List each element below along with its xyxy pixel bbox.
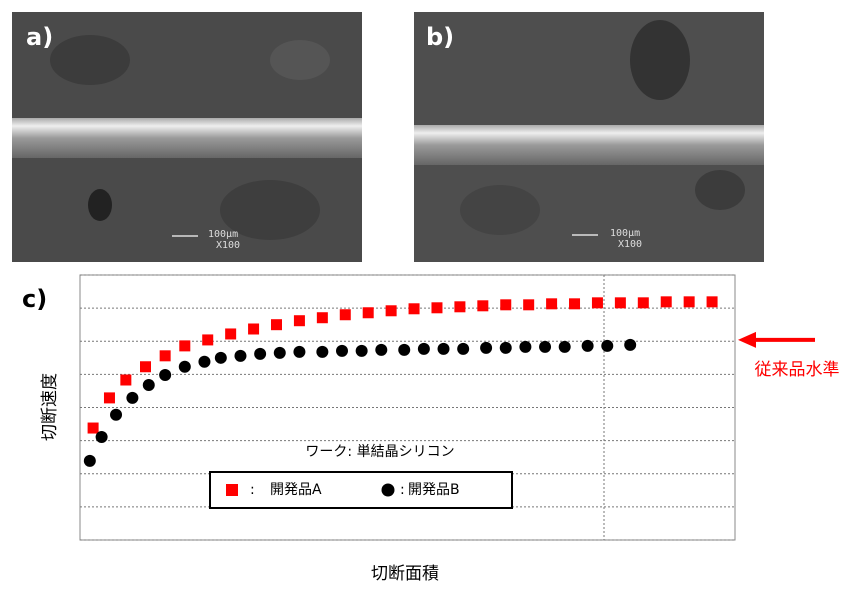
point — [546, 298, 557, 309]
point — [638, 297, 649, 308]
legend-separator: : — [400, 482, 405, 498]
sem-image-b: 100µm X100 b) — [414, 12, 764, 262]
point — [375, 344, 387, 356]
reference-label: 従来品水準 — [755, 360, 840, 380]
point — [624, 339, 636, 351]
point — [539, 341, 551, 353]
point — [480, 342, 492, 354]
point — [179, 340, 190, 351]
point — [363, 307, 374, 318]
point — [316, 346, 328, 358]
plot: ワーク: 単結晶シリコン:開発品A:開発品B — [80, 275, 735, 540]
scale-label: 100µm — [208, 229, 238, 240]
point — [274, 347, 286, 359]
point — [340, 309, 351, 320]
point — [454, 301, 465, 312]
point — [559, 341, 571, 353]
x-axis-label: 切断面積 — [371, 564, 439, 584]
point — [293, 346, 305, 358]
point — [254, 348, 266, 360]
scale-label: 100µm — [610, 228, 640, 239]
arrow-head — [738, 332, 756, 348]
point — [477, 300, 488, 311]
annotation: ワーク: 単結晶シリコン — [305, 444, 454, 460]
point — [159, 369, 171, 381]
magnification: X100 — [618, 239, 642, 250]
point — [225, 328, 236, 339]
point — [601, 340, 613, 352]
point — [500, 342, 512, 354]
point — [126, 392, 138, 404]
panel-label: a) — [26, 23, 53, 51]
legend-label: 開発品A — [270, 482, 322, 498]
point — [592, 297, 603, 308]
point — [143, 379, 155, 391]
point — [84, 455, 96, 467]
point — [140, 361, 151, 372]
point — [438, 343, 450, 355]
point — [96, 431, 108, 443]
legend-label: 開発品B — [408, 482, 460, 498]
point — [104, 392, 115, 403]
point — [198, 356, 210, 368]
point — [215, 352, 227, 364]
legend-separator: : — [250, 482, 255, 498]
panel-label: b) — [426, 23, 454, 51]
point — [356, 345, 368, 357]
point — [500, 299, 511, 310]
point — [202, 334, 213, 345]
point — [160, 350, 171, 361]
point — [519, 341, 531, 353]
point — [234, 350, 246, 362]
point — [431, 302, 442, 313]
point — [271, 319, 282, 330]
point — [398, 344, 410, 356]
point — [661, 296, 672, 307]
point — [120, 375, 131, 386]
point — [409, 303, 420, 314]
point — [179, 361, 191, 373]
y-axis-label: 切断速度 — [40, 373, 60, 441]
point — [418, 343, 430, 355]
point — [294, 315, 305, 326]
legend-marker — [226, 484, 238, 496]
point — [457, 343, 469, 355]
point — [110, 409, 122, 421]
point — [248, 323, 259, 334]
point — [317, 312, 328, 323]
legend — [210, 472, 512, 508]
point — [582, 340, 594, 352]
figure: 100µm X100 a) 100µm X100 b) c) 切断面積 切断速度… — [0, 0, 862, 586]
point — [707, 296, 718, 307]
point — [569, 298, 580, 309]
legend-marker — [382, 484, 395, 497]
magnification: X100 — [216, 240, 240, 251]
point — [336, 345, 348, 357]
point — [88, 423, 99, 434]
point — [684, 296, 695, 307]
point — [386, 305, 397, 316]
panel-label: c) — [22, 285, 47, 313]
sem-image-a: 100µm X100 a) — [12, 12, 362, 262]
point — [615, 297, 626, 308]
point — [523, 299, 534, 310]
